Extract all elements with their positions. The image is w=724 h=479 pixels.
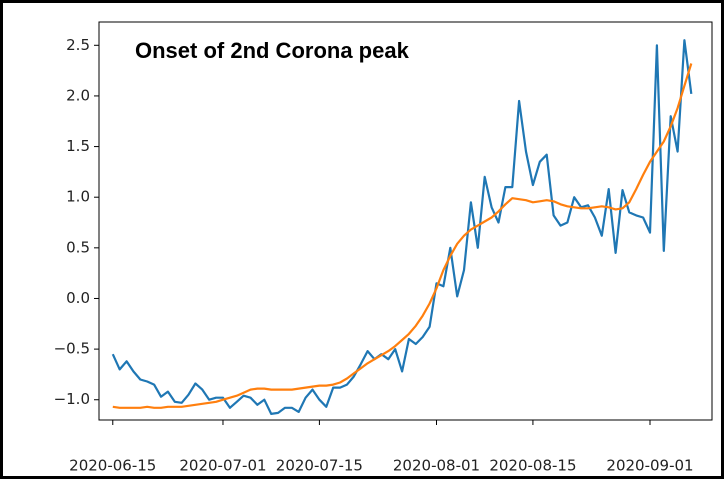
plot-frame [98,21,713,421]
y-tick-label: −0.5 [54,340,90,358]
x-tick-label: 2020-07-01 [179,457,266,475]
annotation: Onset of 2nd Corona peak [135,38,410,63]
x-tick-label: 2020-07-15 [276,457,363,475]
y-tick-label: −1.0 [54,390,90,408]
y-tick-label: 0.0 [66,289,90,307]
x-tick-label: 2020-06-15 [69,457,156,475]
y-tick-label: 2.0 [66,86,90,104]
x-tick-label: 2020-08-01 [393,457,480,475]
y-tick-label: 1.5 [66,137,90,155]
y-tick-label: 0.5 [66,238,90,256]
x-tick-label: 2020-09-01 [606,457,693,475]
series-line [111,39,693,415]
y-tick-label: 1.0 [66,188,90,206]
y-tick-label: 2.5 [66,36,90,54]
series-line [112,63,693,409]
x-tick-label: 2020-08-15 [489,457,576,475]
